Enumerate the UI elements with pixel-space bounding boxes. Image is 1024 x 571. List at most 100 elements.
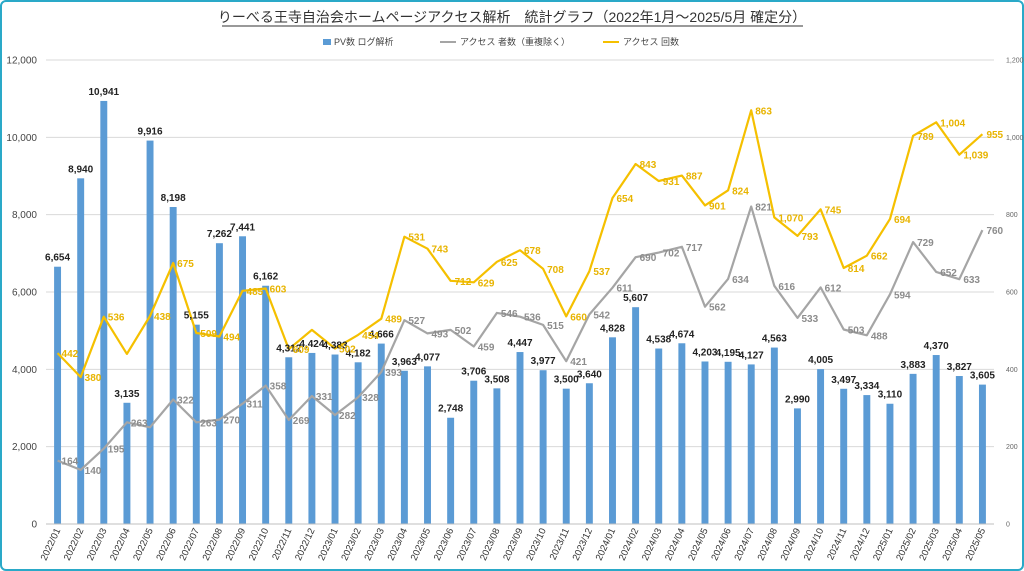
bar-pv: [77, 178, 85, 524]
data-label-pv: 3,500: [554, 375, 579, 386]
data-label-pv: 7,441: [230, 222, 255, 233]
x-axis: 2022/012022/022022/032022/042022/052022/…: [39, 523, 994, 563]
data-label-visits: 537: [593, 267, 610, 278]
x-tick-label: 2024/06: [709, 527, 733, 563]
x-tick-label: 2024/07: [732, 527, 756, 563]
data-label-pv: 4,447: [507, 338, 532, 349]
x-tick-label: 2025/02: [894, 527, 918, 563]
data-label-visits: 502: [339, 344, 356, 355]
data-label-pv: 6,162: [253, 272, 278, 283]
data-label-visits: 629: [478, 278, 495, 289]
bar-pv: [354, 362, 362, 524]
x-tick-label: 2024/02: [617, 527, 641, 563]
bar-pv: [285, 357, 293, 524]
x-tick-label: 2024/12: [848, 527, 872, 563]
data-label-visits: 1,039: [963, 151, 988, 162]
data-label-pv: 10,941: [89, 87, 120, 98]
data-label-pv: 3,963: [392, 357, 417, 368]
data-label-users: 488: [871, 331, 888, 342]
bar-pv: [863, 395, 871, 524]
y-right-tick-label: 1,000: [1006, 135, 1024, 142]
data-label-pv: 5,155: [184, 311, 209, 322]
data-label-visits: 745: [825, 205, 842, 216]
data-label-users: 594: [894, 290, 911, 301]
bar-pv: [331, 354, 339, 524]
x-tick-label: 2022/12: [293, 527, 317, 563]
data-label-users: 331: [316, 392, 333, 403]
bar-pv: [400, 370, 408, 524]
data-label-pv: 4,127: [739, 350, 764, 361]
x-tick-label: 2022/02: [62, 527, 86, 563]
data-label-users: 717: [686, 243, 703, 254]
data-label-pv: 4,828: [600, 323, 625, 334]
data-label-pv: 4,077: [415, 352, 440, 363]
data-label-users: 515: [547, 321, 564, 332]
bar-pv: [632, 307, 640, 524]
data-label-users: 421: [570, 357, 587, 368]
data-label-pv: 3,706: [461, 367, 486, 378]
data-label-pv: 4,383: [323, 341, 348, 352]
bar-pv: [493, 388, 501, 524]
data-label-pv: 3,110: [878, 390, 903, 401]
x-tick-label: 2025/05: [964, 527, 988, 563]
data-label-pv: 4,424: [299, 339, 324, 350]
bar-pv: [701, 361, 709, 524]
bar-pv: [215, 243, 223, 524]
x-tick-label: 2024/05: [686, 527, 710, 563]
bar-pv: [978, 384, 986, 524]
data-label-pv: 4,182: [346, 348, 371, 359]
x-tick-label: 2023/08: [478, 527, 502, 563]
bar-pv: [585, 383, 593, 524]
data-label-visits: 531: [408, 233, 425, 244]
x-tick-label: 2023/02: [339, 527, 363, 563]
data-label-users: 533: [801, 314, 818, 325]
bar-pv: [770, 347, 778, 524]
data-label-users: 195: [108, 445, 125, 456]
x-tick-label: 2022/10: [247, 527, 271, 563]
x-tick-label: 2023/10: [524, 527, 548, 563]
x-tick-label: 2022/08: [201, 527, 225, 563]
data-label-visits: 509: [200, 329, 217, 340]
data-label-visits: 743: [432, 245, 449, 256]
bar-pv: [817, 369, 825, 524]
data-labels: 6,654 8,940 10,941 3,135 9,916 8,198 5,155 7,26…: [45, 87, 1004, 477]
data-label-users: 562: [709, 303, 726, 314]
data-label-pv: 4,538: [646, 335, 671, 346]
x-tick-label: 2024/04: [663, 527, 687, 563]
bar-pv: [239, 236, 247, 525]
x-tick-label: 2022/03: [85, 527, 109, 563]
data-label-visits: 1,070: [778, 213, 803, 224]
data-label-visits: 438: [154, 312, 171, 323]
data-label-users: 702: [663, 249, 680, 260]
bar-pv: [562, 388, 570, 524]
legend-label-visits: アクセス 回数: [623, 36, 679, 47]
x-tick-label: 2024/10: [802, 527, 826, 563]
data-label-users: 322: [177, 395, 194, 406]
data-label-users: 502: [455, 326, 472, 337]
bar-pv: [655, 348, 663, 524]
bar-pv: [840, 388, 848, 524]
data-label-pv: 3,883: [901, 360, 926, 371]
data-label-users: 263: [200, 418, 217, 429]
data-label-visits: 454: [362, 331, 379, 342]
x-tick-label: 2024/03: [640, 527, 664, 563]
y-right-tick-label: 600: [1006, 290, 1018, 297]
data-label-visits: 814: [848, 264, 865, 275]
data-label-users: 503: [848, 326, 865, 337]
data-label-visits: 678: [524, 246, 541, 257]
bar-pv: [100, 100, 108, 524]
data-label-visits: 536: [108, 313, 125, 324]
x-tick-label: 2025/04: [941, 527, 965, 563]
data-label-pv: 8,940: [68, 164, 93, 175]
bar-pv: [793, 408, 801, 524]
data-label-pv: 3,977: [531, 356, 556, 367]
x-tick-label: 2023/09: [501, 527, 525, 563]
data-label-visits: 955: [986, 130, 1003, 141]
bar-pv: [146, 140, 154, 524]
data-label-pv: 3,497: [831, 375, 856, 386]
data-label-visits: 494: [223, 332, 240, 343]
data-label-visits: 660: [570, 312, 587, 323]
y-left-tick-label: 12,000: [6, 56, 37, 67]
data-label-visits: 694: [894, 215, 911, 226]
data-label-pv: 4,203: [692, 347, 717, 358]
